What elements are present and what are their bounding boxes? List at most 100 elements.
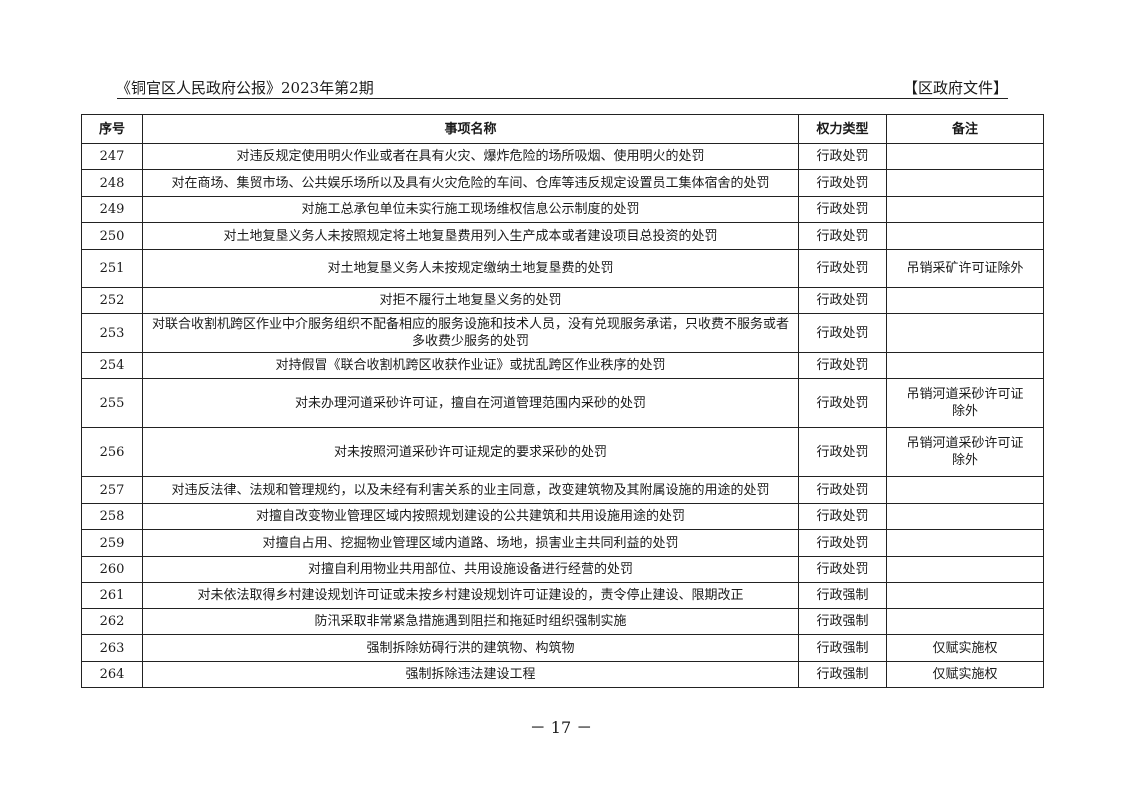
- item-name: 对擅自改变物业管理区域内按照规划建设的公共建筑和共用设施用途的处罚: [142, 503, 799, 530]
- remark: [886, 503, 1044, 530]
- table-row: 264 强制拆除违法建设工程 行政强制 仅赋实施权: [81, 661, 1044, 688]
- power-type: 行政处罚: [798, 143, 887, 170]
- page-number: － 17 －: [529, 718, 593, 737]
- remark: 仅赋实施权: [886, 661, 1044, 688]
- remark: [886, 169, 1044, 197]
- remark: 吊销河道采砂许可证除外: [886, 427, 1044, 477]
- remark: [886, 352, 1044, 379]
- column-header-no: 序号: [81, 114, 143, 144]
- row-number: 259: [81, 529, 143, 557]
- row-number: 257: [81, 476, 143, 504]
- table-row: 253 对联合收割机跨区作业中介服务组织不配备相应的服务设施和技术人员，没有兑现服…: [81, 313, 1044, 353]
- power-type: 行政强制: [798, 608, 887, 635]
- item-name: 对未依法取得乡村建设规划许可证或未按乡村建设规划许可证建设的，责令停止建设、限期…: [142, 582, 799, 609]
- row-number: 262: [81, 608, 143, 635]
- remark: 仅赋实施权: [886, 634, 1044, 662]
- table-row: 261 对未依法取得乡村建设规划许可证或未按乡村建设规划许可证建设的，责令停止建设…: [81, 582, 1044, 609]
- table-row: 257 对违反法律、法规和管理规约，以及未经有利害关系的业主同意，改变建筑物及其附…: [81, 476, 1044, 504]
- table-row: 252 对拒不履行土地复垦义务的处罚 行政处罚: [81, 287, 1044, 314]
- power-type: 行政强制: [798, 661, 887, 688]
- remark: 吊销河道采砂许可证除外: [886, 378, 1044, 428]
- row-number: 256: [81, 427, 143, 477]
- item-name: 对土地复垦义务人未按规定缴纳土地复垦费的处罚: [142, 249, 799, 288]
- table-row: 251 对土地复垦义务人未按规定缴纳土地复垦费的处罚 行政处罚 吊销采矿许可证除外: [81, 249, 1044, 288]
- remark: [886, 556, 1044, 583]
- power-type: 行政处罚: [798, 476, 887, 504]
- table-row: 249 对施工总承包单位未实行施工现场维权信息公示制度的处罚 行政处罚: [81, 196, 1044, 223]
- remark: [886, 476, 1044, 504]
- power-type: 行政处罚: [798, 249, 887, 288]
- table-row: 248 对在商场、集贸市场、公共娱乐场所以及具有火灾危险的车间、仓库等违反规定设置…: [81, 169, 1044, 197]
- row-number: 254: [81, 352, 143, 379]
- row-number: 248: [81, 169, 143, 197]
- table-row: 258 对擅自改变物业管理区域内按照规划建设的公共建筑和共用设施用途的处罚 行政处罚: [81, 503, 1044, 530]
- column-header-type: 权力类型: [798, 114, 887, 144]
- item-name: 对施工总承包单位未实行施工现场维权信息公示制度的处罚: [142, 196, 799, 223]
- table-row: 259 对擅自占用、挖掘物业管理区域内道路、场地，损害业主共同利益的处罚 行政处罚: [81, 529, 1044, 557]
- table-row: 254 对持假冒《联合收割机跨区收获作业证》或扰乱跨区作业秩序的处罚 行政处罚: [81, 352, 1044, 379]
- row-number: 258: [81, 503, 143, 530]
- column-header-note: 备注: [886, 114, 1044, 144]
- power-type: 行政处罚: [798, 556, 887, 583]
- row-number: 251: [81, 249, 143, 288]
- table-header-row: 序号 事项名称 权力类型 备注: [81, 114, 1044, 144]
- remark: [886, 143, 1044, 170]
- remark: [886, 582, 1044, 609]
- table-row: 255 对未办理河道采砂许可证，擅自在河道管理范围内采砂的处罚 行政处罚 吊销河道采砂…: [81, 378, 1044, 428]
- table-row: 263 强制拆除妨碍行洪的建筑物、构筑物 行政强制 仅赋实施权: [81, 634, 1044, 662]
- item-name: 对违反法律、法规和管理规约，以及未经有利害关系的业主同意，改变建筑物及其附属设施…: [142, 476, 799, 504]
- power-type: 行政处罚: [798, 503, 887, 530]
- remark: [886, 196, 1044, 223]
- row-number: 253: [81, 313, 143, 353]
- table-row: 262 防汛采取非常紧急措施遇到阻拦和拖延时组织强制实施 行政强制: [81, 608, 1044, 635]
- power-type: 行政强制: [798, 582, 887, 609]
- item-name: 对未办理河道采砂许可证，擅自在河道管理范围内采砂的处罚: [142, 378, 799, 428]
- item-name: 强制拆除妨碍行洪的建筑物、构筑物: [142, 634, 799, 662]
- item-name: 对未按照河道采砂许可证规定的要求采砂的处罚: [142, 427, 799, 477]
- item-name: 对联合收割机跨区作业中介服务组织不配备相应的服务设施和技术人员，没有兑现服务承诺…: [142, 313, 799, 353]
- remark: [886, 222, 1044, 250]
- column-header-name: 事项名称: [142, 114, 799, 144]
- row-number: 264: [81, 661, 143, 688]
- row-number: 252: [81, 287, 143, 314]
- row-number: 261: [81, 582, 143, 609]
- row-number: 255: [81, 378, 143, 428]
- power-type: 行政处罚: [798, 169, 887, 197]
- remark: 吊销采矿许可证除外: [886, 249, 1044, 288]
- item-name: 强制拆除违法建设工程: [142, 661, 799, 688]
- power-type: 行政处罚: [798, 196, 887, 223]
- power-type: 行政处罚: [798, 529, 887, 557]
- remark: [886, 287, 1044, 314]
- table-row: 256 对未按照河道采砂许可证规定的要求采砂的处罚 行政处罚 吊销河道采砂许可证除外: [81, 427, 1044, 477]
- item-name: 对持假冒《联合收割机跨区收获作业证》或扰乱跨区作业秩序的处罚: [142, 352, 799, 379]
- item-name: 对拒不履行土地复垦义务的处罚: [142, 287, 799, 314]
- item-name: 防汛采取非常紧急措施遇到阻拦和拖延时组织强制实施: [142, 608, 799, 635]
- section-label: 【区政府文件】: [902, 79, 1008, 97]
- table-row: 247 对违反规定使用明火作业或者在具有火灾、爆炸危险的场所吸烟、使用明火的处罚行…: [81, 143, 1044, 170]
- remark: [886, 608, 1044, 635]
- item-name: 对违反规定使用明火作业或者在具有火灾、爆炸危险的场所吸烟、使用明火的处罚: [142, 143, 799, 170]
- row-number: 247: [81, 143, 143, 170]
- power-type: 行政处罚: [798, 287, 887, 314]
- remark: [886, 313, 1044, 353]
- header-divider: [117, 98, 1008, 99]
- power-type: 行政强制: [798, 634, 887, 662]
- bulletin-title: 《铜官区人民政府公报》2023年第2期: [116, 79, 374, 97]
- power-type: 行政处罚: [798, 222, 887, 250]
- table-row: 250 对土地复垦义务人未按照规定将土地复垦费用列入生产成本或者建设项目总投资的处…: [81, 222, 1044, 250]
- power-type: 行政处罚: [798, 352, 887, 379]
- row-number: 263: [81, 634, 143, 662]
- row-number: 250: [81, 222, 143, 250]
- row-number: 249: [81, 196, 143, 223]
- item-name: 对擅自占用、挖掘物业管理区域内道路、场地，损害业主共同利益的处罚: [142, 529, 799, 557]
- power-type: 行政处罚: [798, 427, 887, 477]
- table-row: 260 对擅自利用物业共用部位、共用设施设备进行经营的处罚 行政处罚: [81, 556, 1044, 583]
- power-type: 行政处罚: [798, 313, 887, 353]
- power-items-table: 序号 事项名称 权力类型 备注 247 对违反规定使用明火作业或者在具有火灾、爆炸…: [81, 114, 1044, 688]
- item-name: 对在商场、集贸市场、公共娱乐场所以及具有火灾危险的车间、仓库等违反规定设置员工集…: [142, 169, 799, 197]
- remark: [886, 529, 1044, 557]
- row-number: 260: [81, 556, 143, 583]
- item-name: 对土地复垦义务人未按照规定将土地复垦费用列入生产成本或者建设项目总投资的处罚: [142, 222, 799, 250]
- item-name: 对擅自利用物业共用部位、共用设施设备进行经营的处罚: [142, 556, 799, 583]
- power-type: 行政处罚: [798, 378, 887, 428]
